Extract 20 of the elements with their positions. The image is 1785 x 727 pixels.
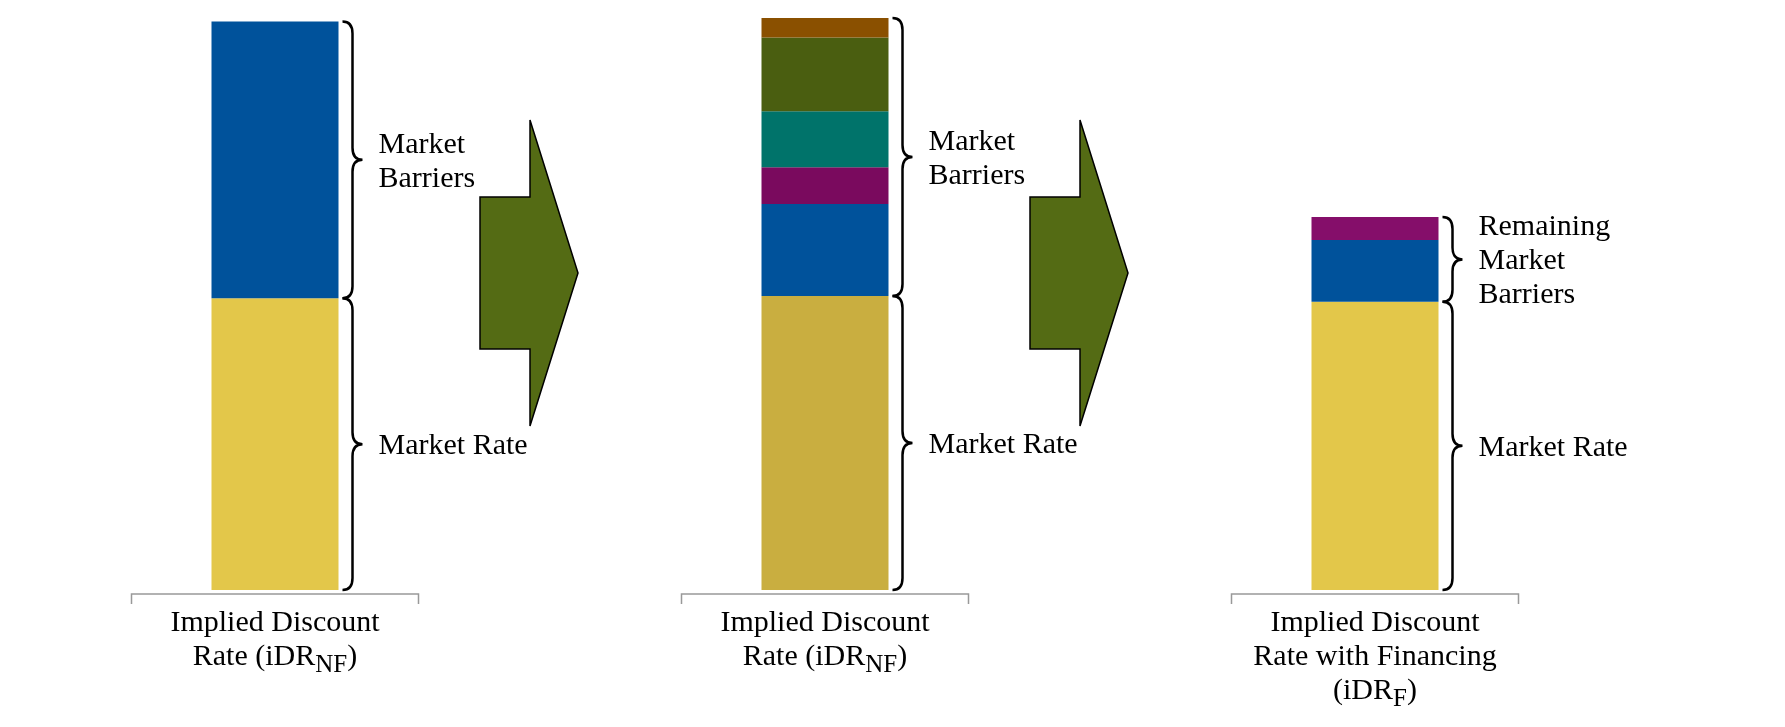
- bar: [761, 37, 889, 112]
- annotation: Remaining Market Barriers: [1478, 208, 1612, 311]
- x-tick-label: Implied Discount Rate (iDR$_{NF}$): [719, 604, 931, 679]
- bar: [761, 18, 889, 38]
- bar: [761, 111, 889, 168]
- annotation: Market Rate: [1478, 428, 1629, 463]
- annotation: Market Barriers: [928, 122, 1027, 191]
- annotation: Market Rate: [928, 425, 1079, 460]
- bar: [761, 167, 889, 204]
- x-tick-label: Implied Discount Rate (iDR$_{NF}$): [169, 604, 381, 679]
- annotation: Market Barriers: [378, 125, 477, 194]
- x-tick-label: Implied Discount Rate with Financing (iDR$_{F}$): [1252, 604, 1498, 713]
- bar: [761, 295, 889, 590]
- bar: [761, 203, 889, 296]
- bar: [1311, 217, 1439, 240]
- bar: [1311, 239, 1439, 302]
- bar: [211, 21, 339, 299]
- annotation: Market Rate: [378, 427, 529, 462]
- bar: [211, 298, 339, 590]
- bar: [1311, 301, 1439, 590]
